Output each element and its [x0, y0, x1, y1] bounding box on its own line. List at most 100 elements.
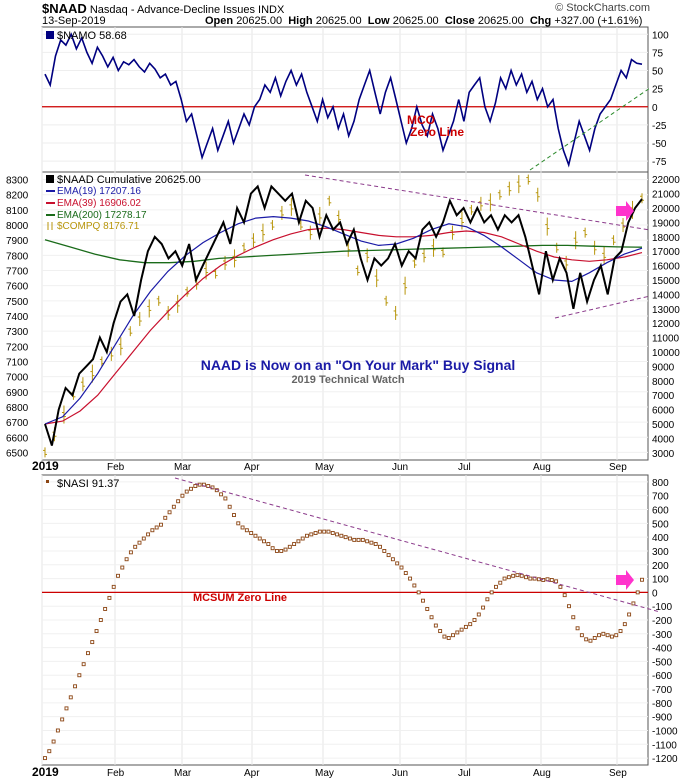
- nasi-point: [438, 629, 443, 633]
- bot-ytick-label: 700: [652, 492, 669, 503]
- nasi-point: [365, 539, 370, 544]
- nasi-point: [549, 578, 554, 582]
- bot-ytick-label: 400: [652, 533, 669, 544]
- nasi-point: [455, 630, 460, 635]
- magenta-arrow-mid: [616, 201, 634, 221]
- mid-right-ytick-label: 17000: [652, 247, 680, 258]
- nasi-point: [597, 633, 602, 638]
- mid-right-ytick-label: 6000: [652, 406, 675, 417]
- bot-ytick-label: -600: [652, 671, 672, 682]
- nasi-point: [184, 489, 189, 494]
- nasi-point: [335, 532, 340, 537]
- nasi-point: [240, 525, 245, 530]
- nasi-point: [43, 756, 47, 761]
- naad-legend-3: EMA(200) 17278.17: [57, 210, 147, 221]
- chg-value: +327.00 (+1.61%): [554, 15, 643, 27]
- bot-ytick-label: -900: [652, 713, 672, 724]
- nasi-point: [296, 539, 301, 544]
- bot-ytick-label: 0: [652, 588, 658, 599]
- month-label-bot: Sep: [609, 768, 627, 779]
- symbol: $NAAD: [42, 1, 87, 16]
- nasi-point: [163, 515, 168, 520]
- nasi-point: [292, 542, 297, 546]
- nasi-point: [167, 510, 172, 515]
- nasi-point: [55, 728, 60, 733]
- nasi-legend-text: $NASI 91.37: [57, 478, 119, 490]
- month-label-bot: 2019: [32, 765, 59, 779]
- nasi-point: [592, 636, 597, 640]
- mid-left-ytick-label: 6600: [6, 433, 29, 444]
- nasi-point: [236, 521, 241, 526]
- nasi-point: [373, 542, 378, 546]
- mid-left-ytick-label: 7300: [6, 327, 29, 338]
- nasi-point: [120, 565, 125, 570]
- mid-right-ytick-label: 14000: [652, 290, 680, 301]
- naad-legend-1: EMA(19) 17207.16: [57, 186, 141, 197]
- top-ytick-label: 0: [652, 103, 658, 114]
- bot-ytick-label: 300: [652, 547, 669, 558]
- nasi-point: [468, 622, 473, 627]
- month-label-mid: Feb: [107, 462, 125, 473]
- nasi-point: [451, 633, 455, 638]
- nasi-point: [133, 544, 138, 549]
- nasi-point: [425, 607, 430, 611]
- bot-ytick-label: -100: [652, 602, 672, 613]
- ema39-line: [44, 227, 643, 425]
- nasi-point: [210, 485, 215, 490]
- mid-right-ytick-label: 10000: [652, 348, 680, 359]
- month-label-mid: Jul: [458, 462, 471, 473]
- bot-ytick-label: -1100: [652, 740, 677, 751]
- nasi-point: [622, 622, 627, 627]
- nasi-point: [322, 529, 327, 534]
- nasi-point: [128, 550, 133, 555]
- mid-right-ytick-label: 20000: [652, 204, 680, 215]
- nasi-point: [94, 629, 99, 633]
- nasi-point: [502, 576, 507, 581]
- mid-left-ytick-label: 6700: [6, 418, 29, 429]
- nasi-point: [81, 662, 86, 667]
- mid-left-ytick-label: 8000: [6, 221, 29, 232]
- nasi-point: [446, 636, 451, 640]
- mid-right-ytick-label: 19000: [652, 218, 680, 229]
- bot-ytick-label: -700: [652, 685, 672, 696]
- mid-left-ytick-label: 6500: [6, 448, 29, 459]
- mid-left-ytick-label: 7800: [6, 251, 29, 262]
- nasi-point: [309, 532, 314, 537]
- top-panel-frame: [41, 26, 649, 173]
- mid-right-ytick-label: 18000: [652, 233, 680, 244]
- nasi-point: [85, 651, 90, 656]
- low-value: 20625.00: [392, 15, 439, 27]
- nasi-point: [489, 590, 494, 595]
- index-name: Nasdaq - Advance-Decline Issues: [89, 4, 255, 16]
- nasi-point: [601, 631, 606, 636]
- nasi-point: [150, 528, 155, 533]
- nasi-point: [378, 544, 382, 549]
- nasi-point: [360, 537, 365, 542]
- month-label-mid: Mar: [174, 462, 192, 473]
- nasi-point: [442, 634, 447, 639]
- nasi-point: [103, 607, 108, 611]
- nasi-point: [494, 584, 498, 589]
- mid-left-ytick-label: 7500: [6, 297, 29, 308]
- month-label-mid: Aug: [533, 462, 551, 473]
- nasi-point: [618, 629, 623, 633]
- nasi-point: [266, 542, 271, 546]
- month-label-mid: Jun: [392, 462, 408, 473]
- nasi-point: [498, 580, 503, 585]
- nasi-point: [51, 739, 56, 744]
- mid-right-ytick-label: 8000: [652, 377, 675, 388]
- nasi-point: [73, 684, 78, 689]
- nasi-point: [347, 536, 352, 541]
- mid-right-ytick-label: 9000: [652, 362, 675, 373]
- nasi-point: [584, 637, 589, 642]
- nasi-point: [253, 533, 258, 538]
- month-label-bot: Feb: [107, 768, 125, 779]
- nasi-point: [219, 492, 224, 497]
- nasi-point: [395, 561, 400, 566]
- nasi-point: [274, 549, 279, 553]
- nasi-point: [232, 513, 236, 517]
- mid-right-ytick-label: 15000: [652, 276, 680, 287]
- nasi-point: [524, 575, 528, 580]
- mid-left-ytick-label: 7700: [6, 267, 29, 278]
